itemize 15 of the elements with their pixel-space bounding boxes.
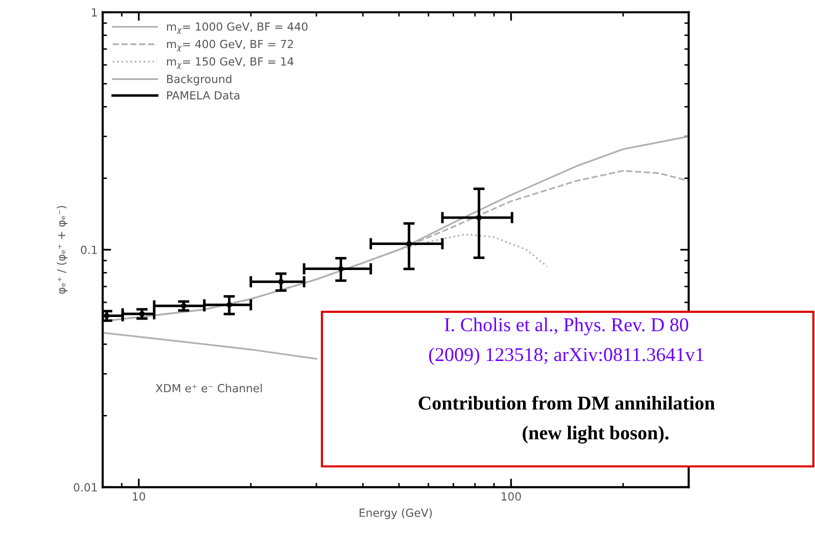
y-tick-label: 1 <box>92 8 97 16</box>
annotation: I. Cholis et al., Phys. Rev. D 80 (2009) 123518; arXiv:0811.3641v1 <box>429 318 704 366</box>
legend-label: m$_{χ}$= 400 GeV, BF = 72 <box>167 40 293 52</box>
x-axis-title: Energy (GeV) <box>360 508 432 520</box>
y-tick-label: 0.01 <box>74 483 97 492</box>
legend-label: PAMELA Data <box>167 91 240 100</box>
legend-label: m$_{χ}$= 150 GeV, BF = 14 <box>167 57 294 69</box>
legend-label: m$_{χ}$= 1000 GeV, BF = 440 <box>167 22 308 34</box>
y-axis-title: φₑ⁺ / (φₑ⁺ + φₑ⁻) <box>56 206 68 294</box>
y-tick-label: 0.1 <box>80 246 97 254</box>
x-tick-label: 10 <box>132 492 146 501</box>
legend-label: Background <box>167 74 232 86</box>
annotation: Contribution from DM annihilation (new light boson). <box>418 396 715 444</box>
annotation: XDM e⁺ e⁻ Channel <box>156 384 262 392</box>
x-tick-label: 100 <box>502 492 521 501</box>
